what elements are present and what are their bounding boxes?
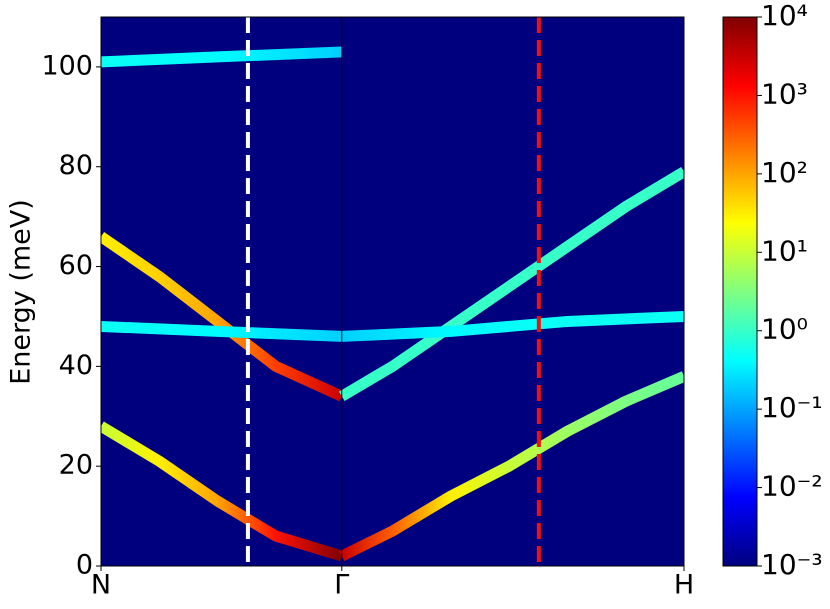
- x-tick-label: H: [674, 570, 694, 601]
- y-tick-label: 60: [59, 250, 93, 281]
- y-axis-label: Energy (meV): [6, 199, 37, 385]
- plot-frame: [100, 16, 685, 567]
- y-tick-label: 20: [59, 450, 93, 481]
- colorbar-tick-label: 10⁻¹: [761, 391, 823, 424]
- colorbar-tick-label: 10⁴: [761, 0, 808, 32]
- colorbar-tick-label: 10⁻³: [761, 548, 823, 581]
- band: [338, 167, 684, 402]
- y-tick-label: 40: [59, 350, 93, 381]
- band: [341, 310, 684, 342]
- band: [101, 232, 345, 402]
- y-tick-label: 100: [41, 50, 93, 81]
- band: [101, 320, 342, 342]
- band: [101, 421, 344, 562]
- colorbar-tick-label: 10²: [761, 156, 808, 189]
- y-tick-label: 80: [59, 150, 93, 181]
- colorbar: [722, 16, 758, 567]
- colorbar-tick-label: 10⁰: [761, 313, 808, 346]
- y-tick-label: 0: [76, 550, 93, 581]
- colorbar-tick-label: 10⁻²: [761, 470, 823, 503]
- band: [101, 46, 342, 68]
- colorbar-tick-label: 10³: [761, 77, 808, 110]
- colorbar-tick-label: 10¹: [761, 234, 808, 267]
- x-tick-label: Γ: [334, 570, 349, 601]
- band: [339, 371, 684, 561]
- plot-area: [101, 17, 684, 566]
- plot-background: [101, 17, 684, 566]
- x-tick-label: N: [91, 570, 111, 601]
